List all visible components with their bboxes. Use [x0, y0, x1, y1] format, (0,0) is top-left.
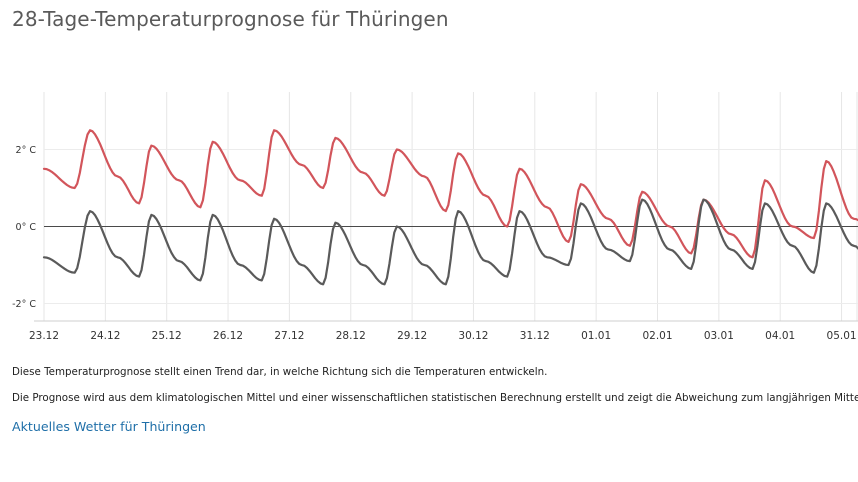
x-tick-label: 04.01	[765, 330, 795, 342]
x-tick-label: 01.01	[581, 330, 611, 342]
horizontal-grid	[34, 149, 858, 322]
x-tick-label: 23.12	[29, 330, 59, 342]
x-tick-label: 02.01	[642, 330, 672, 342]
description-trend: Diese Temperaturprognose stellt einen Tr…	[12, 366, 548, 378]
description-method: Die Prognose wird aus dem klimatologisch…	[12, 392, 858, 404]
x-axis-ticks: 23.12 24.12 25.12 26.12 27.12 28.12 29.12 30.12…	[29, 330, 857, 342]
series-line-red	[42, 129, 858, 259]
series-lines	[42, 129, 858, 286]
x-tick-label: 05.01	[827, 330, 857, 342]
x-tick-label: 30.12	[458, 330, 488, 342]
x-tick-label: 31.12	[520, 330, 550, 342]
x-tick-label: 03.01	[704, 330, 734, 342]
x-tick-label: 26.12	[213, 330, 243, 342]
x-tick-label: 24.12	[90, 330, 120, 342]
vertical-grid	[43, 92, 858, 321]
page-title: 28-Tage-Temperaturprognose für Thüringen	[12, 7, 449, 31]
current-weather-link[interactable]: Aktuelles Wetter für Thüringen	[12, 419, 206, 434]
x-tick-label: 29.12	[397, 330, 427, 342]
x-tick-label: 28.12	[336, 330, 366, 342]
temperature-forecast-chart: 2° C0° C-2° C 23.12 24.12 25.12 26.12 27.12 2…	[12, 92, 858, 342]
y-tick-label: 2° C	[16, 145, 37, 156]
y-axis-ticks: 2° C 0° C -2° C	[12, 145, 36, 310]
y-tick-label: 0° C	[16, 222, 37, 233]
x-tick-label: 27.12	[274, 330, 304, 342]
series-line-grey	[42, 198, 858, 286]
x-tick-label: 25.12	[152, 330, 182, 342]
y-tick-label: -2° C	[12, 299, 36, 310]
